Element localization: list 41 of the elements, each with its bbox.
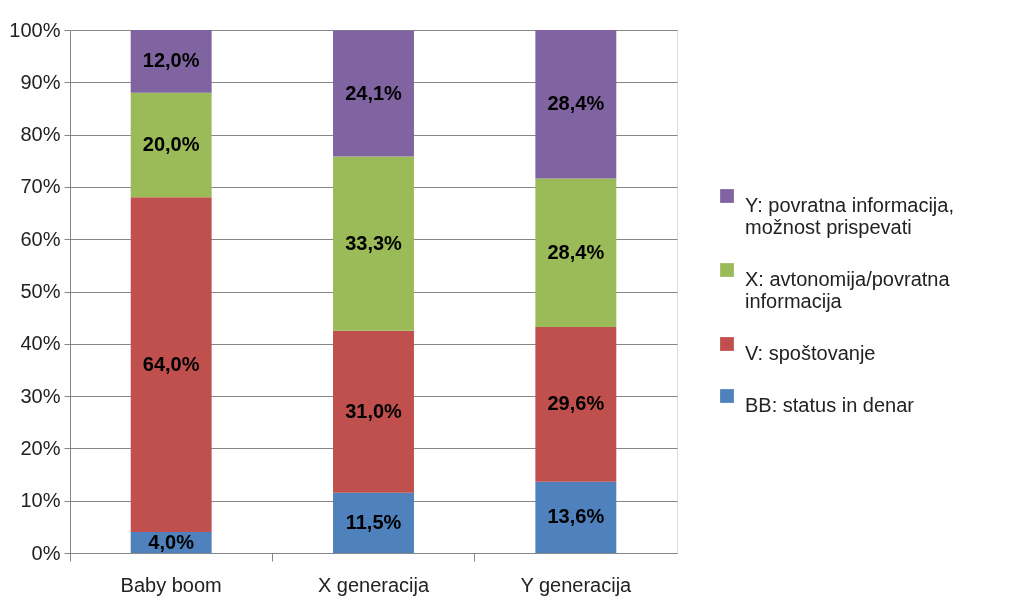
y-tick-label: 70%	[20, 175, 61, 198]
bar	[535, 178, 617, 328]
legend-label: X: avtonomija/povratna informacija	[745, 268, 951, 312]
data-label: 31,0%	[345, 399, 403, 422]
bar	[130, 92, 212, 198]
bar	[333, 330, 414, 493]
bar	[535, 30, 617, 179]
data-label: 33,3%	[345, 231, 403, 254]
data-label: 28,4%	[547, 92, 605, 115]
y-tick-label: 10%	[20, 489, 61, 512]
data-label: 20,0%	[142, 133, 200, 156]
data-label: 64,0%	[142, 352, 200, 375]
bar	[535, 481, 617, 553]
y-tick-label: 30%	[20, 384, 61, 407]
y-tick-label: 60%	[20, 227, 61, 250]
data-label: 4,0%	[148, 530, 195, 553]
bar	[535, 327, 617, 482]
y-tick-label: 90%	[20, 70, 61, 93]
data-label: 29,6%	[547, 392, 605, 415]
data-label: 12,0%	[142, 49, 200, 72]
data-label: 13,6%	[547, 505, 605, 528]
bar	[130, 30, 212, 93]
x-tick-label: X generacija	[317, 573, 430, 596]
data-label: 11,5%	[345, 510, 402, 533]
legend-label: V: spoštovanje	[745, 342, 876, 364]
y-tick-label: 0%	[31, 541, 61, 564]
y-tick-label: 20%	[20, 436, 61, 459]
x-tick-label: Y generacija	[520, 573, 633, 596]
legend-label: Y: povratna informacija, možnost prispevati	[745, 194, 954, 238]
bar	[333, 156, 414, 331]
bar	[130, 197, 212, 533]
y-tick-label: 100%	[9, 18, 61, 41]
bar	[333, 492, 414, 553]
bar	[333, 30, 414, 157]
legend-label: BB: status in denar	[745, 394, 915, 416]
y-tick-label: 50%	[20, 280, 61, 302]
x-tick-label: Baby boom	[120, 573, 222, 596]
data-label: 24,1%	[345, 81, 403, 104]
data-label: 28,4%	[547, 240, 605, 263]
y-tick-label: 40%	[20, 332, 61, 355]
y-tick-label: 80%	[20, 123, 61, 146]
